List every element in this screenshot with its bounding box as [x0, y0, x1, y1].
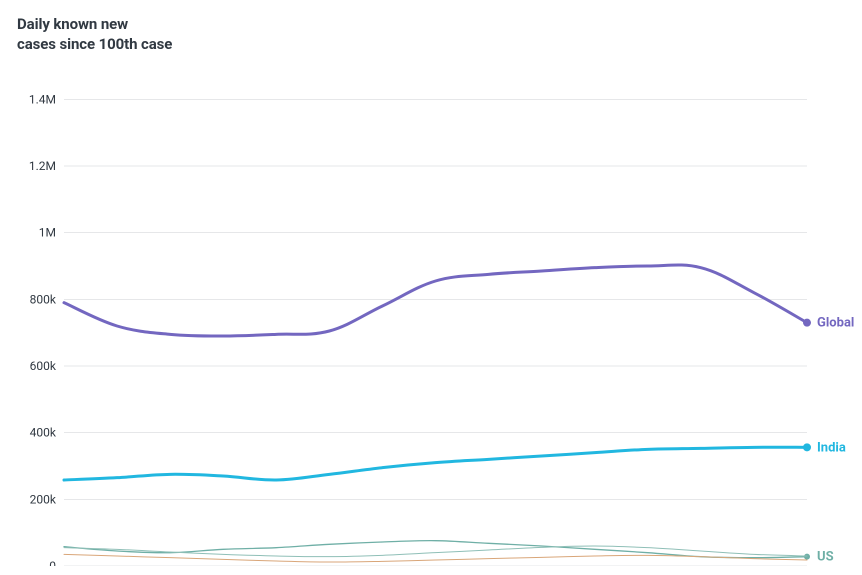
- chart-plot-area: 0200k400k600k800k1M1.2M1.4MGlobalIndiaUS: [17, 66, 807, 566]
- series-line-other1: [64, 546, 807, 557]
- chart-title: Daily known newcases since 100th case: [17, 14, 172, 55]
- series-line-other2: [64, 554, 807, 562]
- y-tick-label: 400k: [30, 426, 57, 440]
- y-tick-label: 0: [49, 559, 56, 566]
- series-end-dot-global: [803, 319, 811, 327]
- series-line-us: [64, 541, 807, 558]
- series-end-label-us: US: [817, 550, 834, 565]
- chart-container: { "title": "Daily known new\ncases since…: [0, 0, 862, 575]
- y-tick-label: 1.2M: [29, 159, 56, 173]
- y-tick-label: 600k: [30, 359, 57, 373]
- y-tick-label: 1M: [39, 226, 56, 240]
- y-tick-label: 200k: [30, 492, 57, 506]
- series-end-label-global: Global: [817, 316, 854, 331]
- series-end-label-india: India: [817, 440, 846, 455]
- series-end-dot-india: [803, 443, 811, 451]
- y-tick-label: 800k: [30, 292, 57, 306]
- series-line-global: [64, 265, 807, 336]
- chart-svg: 0 200k 400k 600k 800k 1M 1.2M 1.4M Global India US: [17, 66, 862, 566]
- y-tick-label: 1.4M: [29, 92, 56, 106]
- series-end-dot-us: [804, 554, 810, 560]
- series-line-india: [64, 447, 807, 480]
